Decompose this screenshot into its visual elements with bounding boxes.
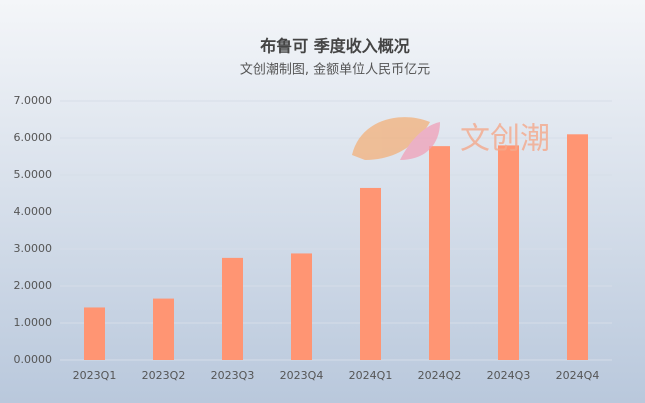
y-tick-label: 7.0000 [14, 94, 53, 107]
y-tick-label: 5.0000 [14, 168, 53, 181]
x-tick-label: 2024Q2 [418, 369, 462, 382]
bar [429, 146, 450, 360]
x-tick-label: 2023Q3 [211, 369, 255, 382]
bar [498, 145, 519, 360]
bar [222, 257, 243, 360]
x-tick-label: 2024Q1 [349, 369, 393, 382]
plot-area: 0.0000 1.0000 2.0000 3.0000 4.0000 5.0000 6.00… [14, 94, 612, 382]
x-tick-label: 2023Q2 [142, 369, 186, 382]
x-tick-label: 2023Q1 [73, 369, 117, 382]
x-tick-label: 2024Q4 [556, 369, 600, 382]
y-tick-label: 2.0000 [14, 279, 53, 292]
watermark-logo [352, 117, 440, 160]
bar [153, 298, 174, 360]
bar [360, 187, 381, 360]
bar [291, 253, 312, 360]
y-tick-label: 6.0000 [14, 131, 53, 144]
y-tick-label: 1.0000 [14, 316, 53, 329]
chart-title: 布鲁可 季度收入概况 [260, 37, 410, 56]
x-tick-label: 2024Q3 [487, 369, 531, 382]
bar [84, 307, 105, 360]
y-tick-label: 4.0000 [14, 205, 53, 218]
y-tick-label: 0.0000 [14, 353, 53, 366]
chart-subtitle: 文创潮制图, 金额单位人民币亿元 [240, 62, 430, 78]
x-tick-label: 2023Q4 [280, 369, 324, 382]
watermark: 文创潮 [460, 122, 550, 157]
bar [567, 134, 588, 360]
y-tick-label: 3.0000 [14, 242, 53, 255]
